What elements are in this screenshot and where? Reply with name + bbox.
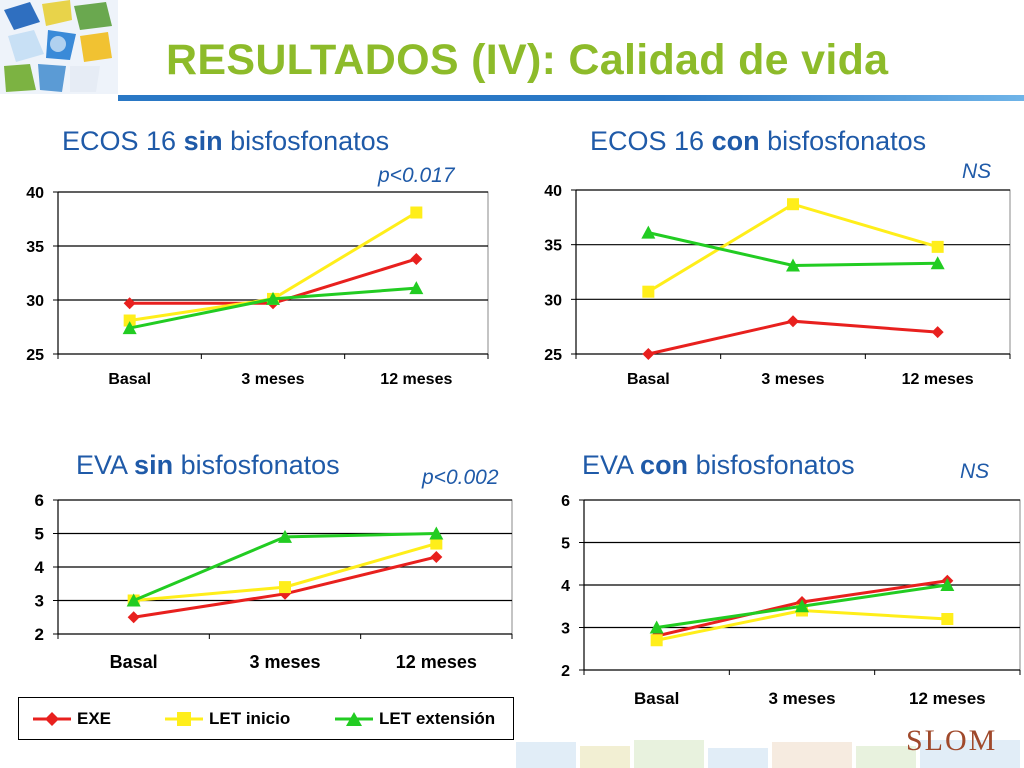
y-tick-label: 3	[35, 592, 44, 611]
legend-item-let-extension: LET extensión	[335, 698, 495, 739]
data-point-exe	[410, 252, 423, 265]
data-point-exe	[123, 297, 136, 310]
chart-4-pvalue: NS	[960, 460, 990, 483]
data-point-let-extension	[649, 620, 664, 634]
data-point-let-inicio	[931, 240, 944, 253]
data-point-let-extension	[641, 225, 656, 239]
slide-title: RESULTADOS (IV): Calidad de vida	[166, 36, 889, 84]
data-point-let-extension	[409, 281, 424, 295]
plot-area	[57, 191, 489, 355]
data-point-let-extension	[266, 291, 280, 305]
data-point-let-inicio	[642, 285, 655, 298]
data-point-let-inicio	[123, 314, 136, 327]
data-point-let-inicio	[787, 198, 799, 211]
y-tick-label: 4	[561, 578, 570, 595]
x-tick-label: 3 meses	[761, 371, 824, 388]
y-tick-label: 5	[35, 525, 44, 544]
data-point-exe	[279, 587, 291, 600]
x-tick-label: 12 meses	[909, 689, 986, 708]
x-tick-label: 12 meses	[396, 652, 477, 672]
data-point-exe	[127, 611, 140, 624]
chart-3-pvalue: p<0.002	[422, 466, 499, 489]
chart-1-pvalue: p<0.017	[378, 164, 455, 187]
y-tick-label: 35	[544, 238, 562, 255]
chart-4-title: EVA con bisfosfonatos	[582, 450, 855, 480]
legend-label-let-inicio: LET inicio	[209, 708, 291, 728]
chart-eva-sin: 2 3 4 5 6 Basal 3 meses 12 meses	[35, 491, 513, 672]
legend-label-let-extension: LET extensión	[379, 708, 496, 728]
y-tick-label: 2	[561, 663, 570, 680]
x-tick-label: Basal	[110, 652, 158, 672]
x-tick-label: 12 meses	[380, 371, 452, 388]
chart-2-pvalue: NS	[962, 160, 992, 183]
y-tick-label: 6	[35, 491, 44, 510]
data-point-let-inicio	[941, 613, 954, 625]
y-tick-label: 2	[35, 625, 44, 644]
data-point-let-inicio	[410, 206, 423, 219]
y-tick-label: 5	[561, 536, 570, 553]
x-tick-label: 3 meses	[768, 689, 835, 708]
y-tick-label: 30	[26, 293, 44, 310]
legend-marker-exe	[33, 711, 71, 726]
data-point-let-extension	[940, 578, 955, 591]
y-tick-label: 25	[544, 347, 562, 364]
chart-ecos-con: 25 30 35 40 Basal 3 meses 12 meses	[544, 183, 1011, 388]
legend-item-exe: EXE	[33, 698, 111, 739]
decorative-mosaic-strip	[516, 740, 1020, 768]
x-tick-label: 3 meses	[241, 371, 304, 388]
data-point-let-inicio	[279, 581, 291, 594]
y-tick-label: 4	[35, 558, 45, 577]
title-rule	[118, 95, 1024, 101]
chart-3-title: EVA sin bisfosfonatos	[76, 450, 340, 480]
y-tick-label: 30	[544, 292, 562, 309]
x-tick-label: 3 meses	[249, 652, 320, 672]
data-point-let-extension	[278, 529, 292, 543]
data-point-let-extension	[930, 256, 945, 270]
legend-item-let-inicio: LET inicio	[165, 698, 290, 739]
chart-1-title: ECOS 16 sin bisfosfonatos	[62, 126, 390, 156]
x-tick-label: 12 meses	[902, 371, 974, 388]
y-tick-label: 40	[544, 183, 562, 200]
data-point-let-inicio	[650, 634, 663, 647]
legend-marker-let-inicio	[165, 711, 203, 726]
data-point-let-extension	[795, 599, 809, 613]
legend-label-exe: EXE	[77, 708, 112, 728]
data-point-exe	[430, 550, 443, 563]
slom-logo-text: SLOM	[906, 724, 998, 757]
chart-eva-con: 2 3 4 5 6 Basal 3 meses 12 meses	[561, 493, 1021, 708]
data-point-let-inicio	[430, 537, 443, 550]
chart-legend: EXE LET inicio LET extensión	[18, 697, 514, 740]
chart-ecos-sin: 25 30 35 40 Basal 3 meses 12 meses	[26, 185, 489, 388]
data-point-let-extension	[786, 258, 800, 272]
y-tick-label: 3	[561, 621, 570, 638]
data-point-let-extension	[126, 593, 141, 607]
data-point-exe	[931, 326, 944, 339]
y-tick-label: 6	[561, 493, 570, 510]
chart-2-title: ECOS 16 con bisfosfonatos	[590, 126, 927, 156]
data-point-let-extension	[122, 321, 137, 335]
plot-area	[575, 189, 1011, 355]
y-tick-label: 25	[26, 347, 44, 364]
data-point-exe	[787, 315, 799, 328]
legend-marker-let-extension	[335, 711, 373, 726]
data-point-let-extension	[429, 526, 444, 540]
mosaic-logo	[0, 0, 118, 94]
y-tick-label: 40	[26, 185, 44, 202]
x-tick-label: Basal	[634, 689, 679, 708]
x-tick-label: Basal	[627, 371, 670, 388]
y-tick-label: 35	[26, 239, 44, 256]
data-point-exe	[642, 348, 655, 360]
x-tick-label: Basal	[108, 371, 151, 388]
